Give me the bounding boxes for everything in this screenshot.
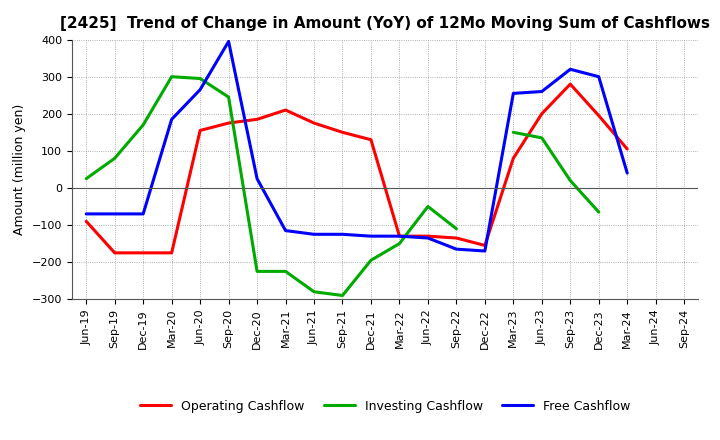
Line: Free Cashflow: Free Cashflow xyxy=(86,41,627,251)
Investing Cashflow xyxy=(423,204,432,209)
Free Cashflow xyxy=(196,87,204,92)
Operating Cashflow xyxy=(537,111,546,117)
Investing Cashflow xyxy=(537,135,546,140)
Investing Cashflow xyxy=(395,241,404,246)
Y-axis label: Amount (million yen): Amount (million yen) xyxy=(13,104,26,235)
Operating Cashflow xyxy=(452,235,461,241)
Operating Cashflow xyxy=(225,121,233,126)
Investing Cashflow xyxy=(595,209,603,215)
Operating Cashflow xyxy=(282,107,290,113)
Free Cashflow xyxy=(452,246,461,252)
Operating Cashflow xyxy=(366,137,375,143)
Free Cashflow xyxy=(225,39,233,44)
Line: Operating Cashflow: Operating Cashflow xyxy=(86,84,627,253)
Operating Cashflow xyxy=(480,243,489,248)
Free Cashflow xyxy=(338,231,347,237)
Operating Cashflow xyxy=(310,121,318,126)
Investing Cashflow xyxy=(566,178,575,183)
Operating Cashflow xyxy=(566,81,575,87)
Operating Cashflow xyxy=(167,250,176,256)
Investing Cashflow xyxy=(338,293,347,298)
Investing Cashflow xyxy=(310,289,318,294)
Free Cashflow xyxy=(566,66,575,72)
Free Cashflow xyxy=(139,211,148,216)
Operating Cashflow xyxy=(623,147,631,152)
Operating Cashflow xyxy=(253,117,261,122)
Operating Cashflow xyxy=(196,128,204,133)
Free Cashflow xyxy=(167,117,176,122)
Free Cashflow xyxy=(595,74,603,79)
Title: [2425]  Trend of Change in Amount (YoY) of 12Mo Moving Sum of Cashflows: [2425] Trend of Change in Amount (YoY) o… xyxy=(60,16,710,32)
Free Cashflow xyxy=(623,170,631,176)
Investing Cashflow xyxy=(452,226,461,231)
Operating Cashflow xyxy=(110,250,119,256)
Free Cashflow xyxy=(395,234,404,239)
Investing Cashflow xyxy=(110,156,119,161)
Free Cashflow xyxy=(509,91,518,96)
Operating Cashflow xyxy=(509,156,518,161)
Free Cashflow xyxy=(253,176,261,181)
Free Cashflow xyxy=(282,228,290,233)
Investing Cashflow xyxy=(652,215,660,220)
Investing Cashflow xyxy=(139,122,148,128)
Operating Cashflow xyxy=(423,234,432,239)
Free Cashflow xyxy=(480,248,489,253)
Free Cashflow xyxy=(366,234,375,239)
Investing Cashflow xyxy=(509,130,518,135)
Free Cashflow xyxy=(537,89,546,94)
Operating Cashflow xyxy=(395,234,404,239)
Operating Cashflow xyxy=(595,113,603,118)
Free Cashflow xyxy=(110,211,119,216)
Investing Cashflow xyxy=(167,74,176,79)
Operating Cashflow xyxy=(338,130,347,135)
Investing Cashflow xyxy=(366,258,375,263)
Legend: Operating Cashflow, Investing Cashflow, Free Cashflow: Operating Cashflow, Investing Cashflow, … xyxy=(135,395,635,418)
Free Cashflow xyxy=(423,235,432,241)
Investing Cashflow xyxy=(282,269,290,274)
Investing Cashflow xyxy=(225,95,233,100)
Investing Cashflow xyxy=(82,176,91,181)
Free Cashflow xyxy=(310,231,318,237)
Investing Cashflow xyxy=(253,269,261,274)
Line: Investing Cashflow: Investing Cashflow xyxy=(86,77,656,296)
Operating Cashflow xyxy=(139,250,148,256)
Investing Cashflow xyxy=(196,76,204,81)
Free Cashflow xyxy=(82,211,91,216)
Operating Cashflow xyxy=(82,219,91,224)
